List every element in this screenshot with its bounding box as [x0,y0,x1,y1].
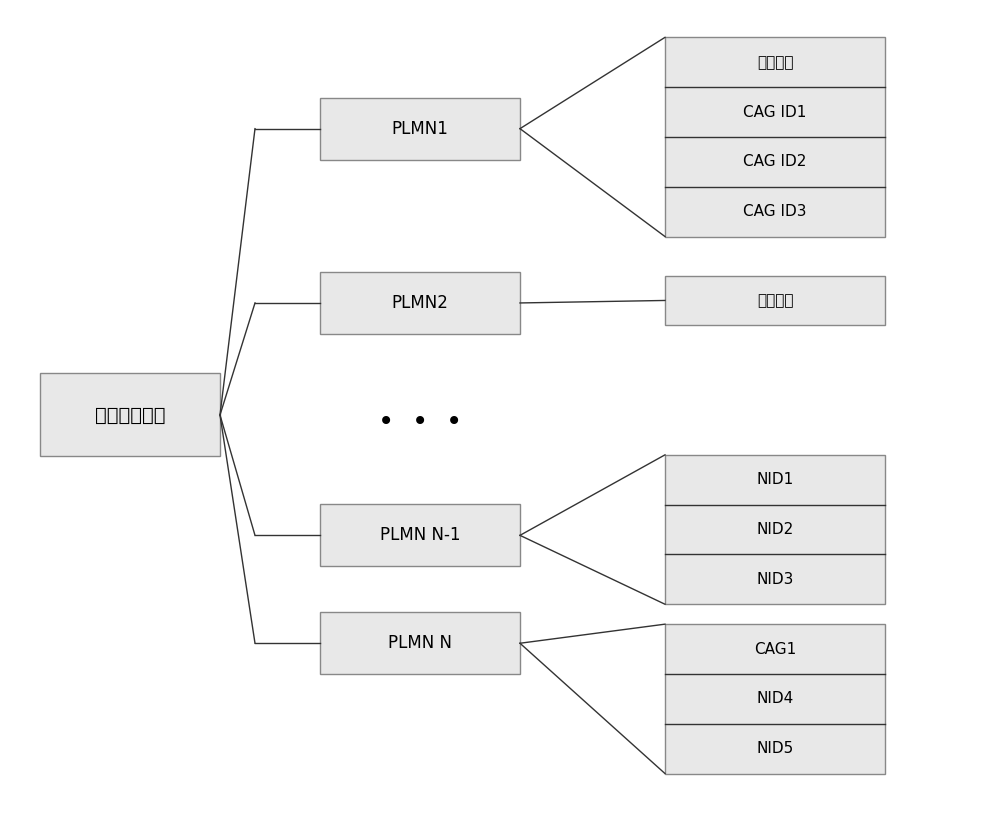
Text: PLMN N: PLMN N [388,634,452,652]
Text: •  •  •: • • • [378,408,462,436]
Text: PLMN N-1: PLMN N-1 [380,526,460,544]
Text: NID5: NID5 [756,741,794,756]
Bar [320,504,520,566]
Text: NID4: NID4 [756,691,794,706]
Text: 普通网络: 普通网络 [757,293,793,308]
Text: CAG ID2: CAG ID2 [743,154,807,169]
Bar [320,272,520,334]
Text: NID1: NID1 [756,472,794,487]
Text: 一个物理小区: 一个物理小区 [95,406,165,424]
Bar [320,612,520,674]
Bar [665,455,885,604]
Bar [320,97,520,159]
Text: NID2: NID2 [756,522,794,537]
Text: CAG ID1: CAG ID1 [743,105,807,120]
Bar [665,624,885,774]
Bar [665,276,885,325]
Text: CAG ID3: CAG ID3 [743,204,807,219]
Text: PLMN1: PLMN1 [392,120,448,138]
Bar [40,374,220,456]
Text: 普通网络: 普通网络 [757,55,793,70]
Bar [665,37,885,237]
Text: CAG1: CAG1 [754,642,796,657]
Text: PLMN2: PLMN2 [392,294,448,312]
Text: NID3: NID3 [756,572,794,587]
